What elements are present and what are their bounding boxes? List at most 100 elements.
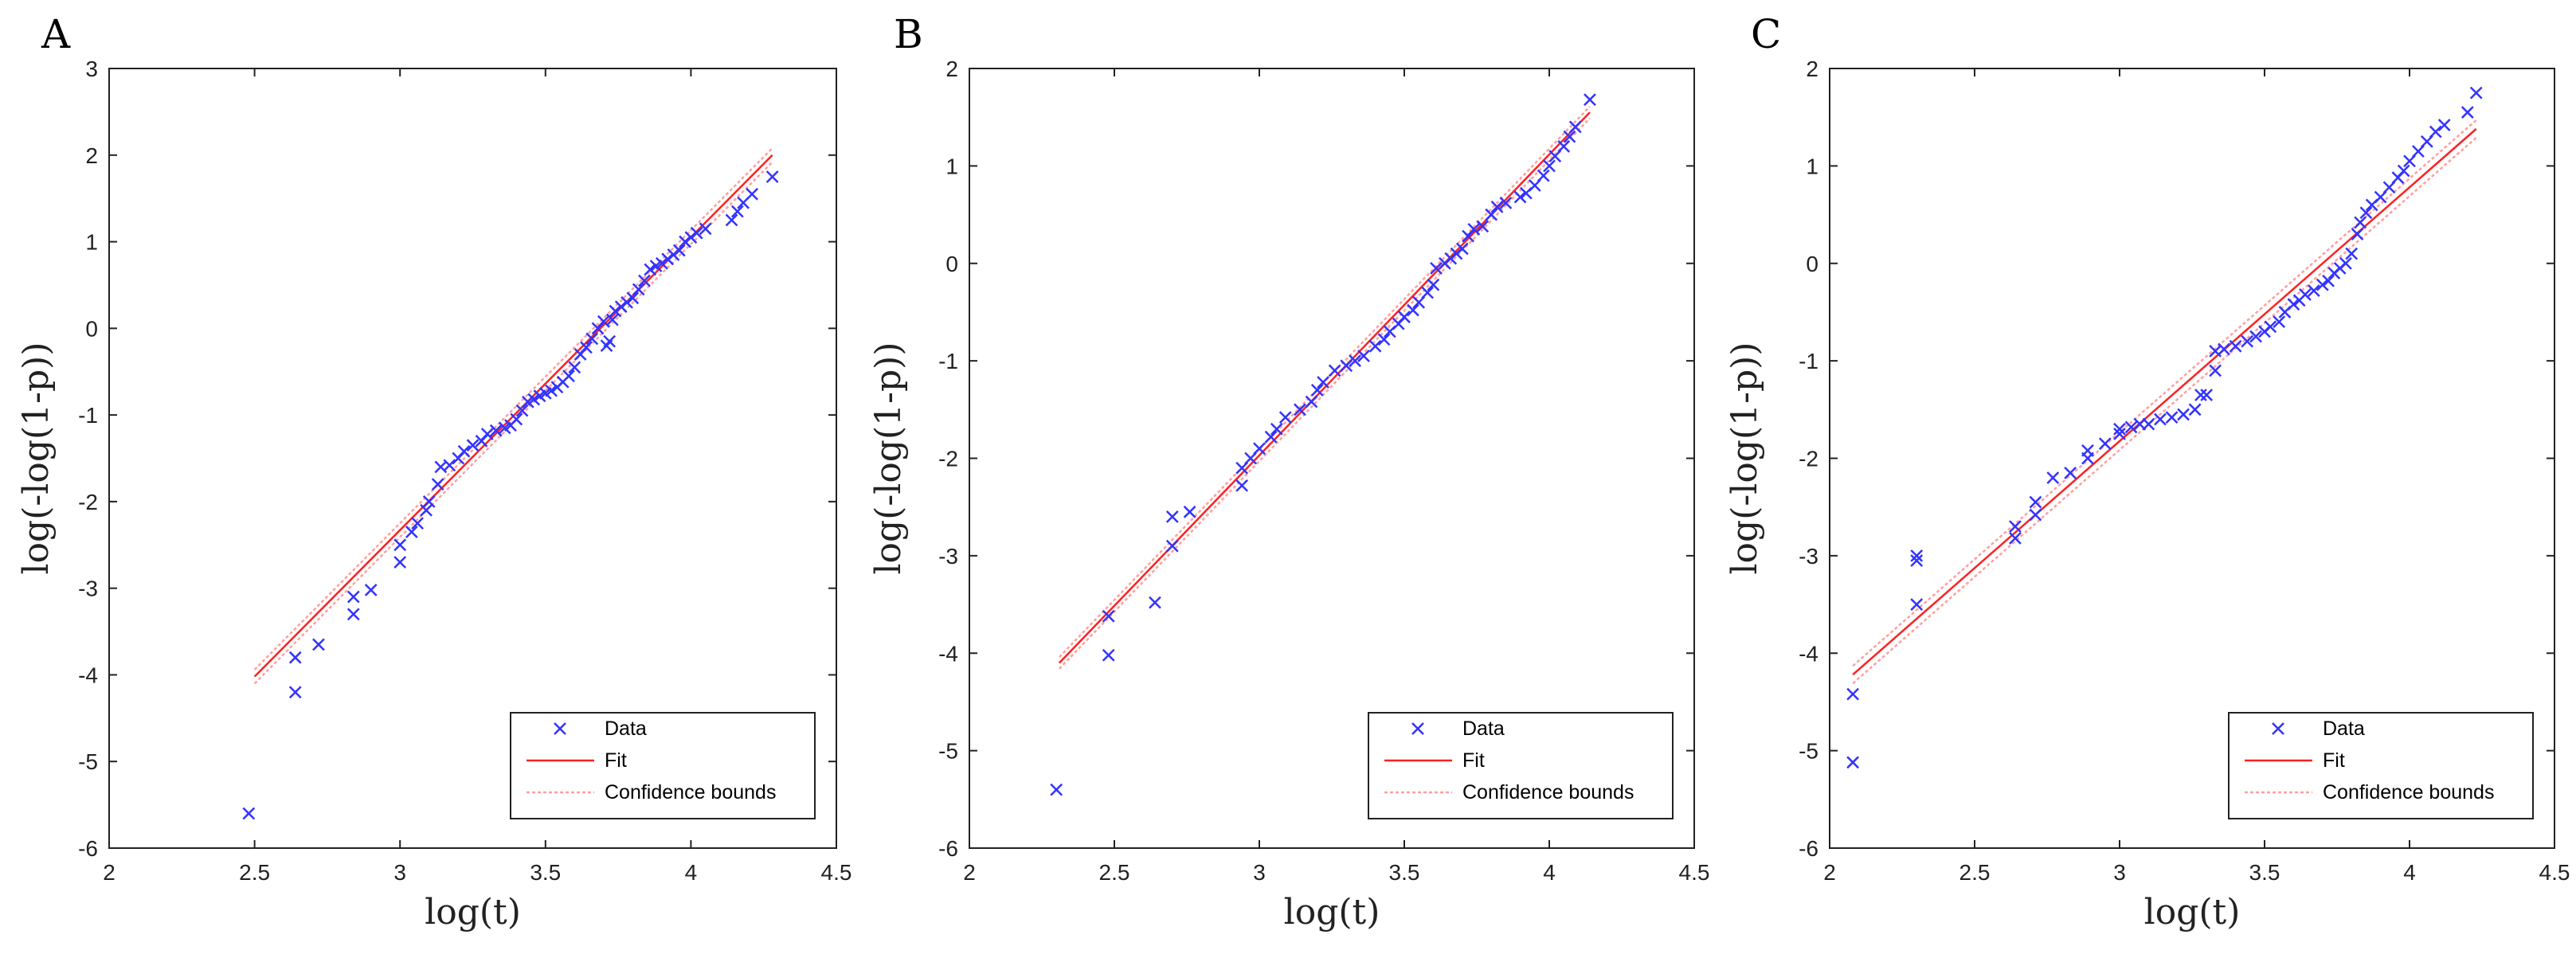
data-point [420, 503, 433, 517]
y-tick-label: 2 [85, 143, 98, 168]
data-point [632, 283, 645, 296]
data-point [1183, 505, 1196, 518]
y-axis-label: log(-log(1-p)) [1725, 342, 1765, 574]
data-point [2229, 339, 2242, 353]
data-point [1357, 350, 1370, 362]
data-point [1427, 278, 1440, 291]
data-point [393, 538, 407, 552]
y-tick-label: -5 [1799, 739, 1818, 764]
data-point [2009, 520, 2022, 534]
x-axis-label: log(t) [1284, 892, 1380, 933]
data-point [364, 583, 378, 596]
y-tick-label: -3 [1799, 544, 1818, 569]
data-point [489, 424, 503, 437]
y-tick-label: -6 [1799, 836, 1818, 861]
data-point [288, 651, 302, 664]
data-point [614, 300, 628, 314]
data-point [2098, 437, 2112, 451]
data-point [457, 444, 471, 458]
y-tick-label: -6 [78, 836, 98, 861]
data-point [1253, 442, 1266, 456]
data-point [2316, 278, 2329, 291]
y-tick-label: -1 [78, 403, 98, 428]
y-tick-label: 1 [945, 154, 958, 178]
panel-letter: B [894, 11, 923, 57]
y-tick-label: -3 [938, 544, 958, 569]
y-tick-label: -2 [938, 447, 958, 471]
data-point [2359, 206, 2373, 219]
data-point [2469, 86, 2483, 100]
legend-data-marker [554, 722, 566, 735]
data-point [480, 428, 494, 440]
legend-label: Confidence bounds [605, 781, 776, 804]
data-point [644, 263, 657, 276]
y-tick-label: -4 [938, 641, 958, 666]
data-point [2113, 422, 2126, 436]
data-point [2029, 508, 2042, 522]
x-tick-label: 4.5 [821, 860, 852, 885]
y-tick-label: 1 [1806, 154, 1818, 178]
data-point [346, 590, 360, 604]
data-point [2218, 342, 2230, 356]
x-tick-label: 2.5 [239, 860, 270, 885]
data-point [2299, 288, 2312, 301]
data-point [667, 248, 680, 261]
y-tick-label: 0 [945, 252, 958, 276]
data-point [1910, 554, 1924, 567]
data-point [2397, 164, 2410, 178]
data-point [2437, 119, 2451, 131]
data-point [443, 459, 456, 472]
data-point [1368, 339, 1382, 353]
y-tick-label: -6 [938, 836, 958, 861]
y-tick-label: 2 [1806, 57, 1818, 81]
x-tick-label: 4.5 [1679, 860, 1710, 885]
data-point [2354, 216, 2367, 229]
data-point [2461, 106, 2474, 119]
legend: Data Fit Confidence bounds [1368, 712, 1674, 819]
legend-label: Confidence bounds [1462, 781, 1634, 804]
data-point [2339, 256, 2352, 270]
data-point [730, 205, 744, 218]
lower-confidence-bound [1852, 136, 2477, 685]
panel-letter: C [1751, 11, 1781, 57]
x-tick-label: 2 [1823, 860, 1836, 885]
data-point [510, 413, 523, 426]
data-point [1467, 223, 1481, 236]
data-point [1149, 596, 1161, 609]
x-tick-label: 3.5 [530, 860, 561, 885]
data-point [1278, 411, 1292, 424]
legend-label: Fit [2323, 749, 2345, 772]
data-point [580, 341, 593, 354]
data-point [1537, 169, 1550, 182]
data-points [242, 170, 779, 820]
data-point [672, 244, 686, 257]
data-point [1499, 196, 1513, 209]
data-point [2264, 320, 2277, 334]
data-point [515, 404, 529, 417]
data-point [2142, 417, 2155, 431]
data-point [568, 361, 581, 374]
data-point [1568, 120, 1582, 134]
data-point [1455, 242, 1469, 256]
data-point [2081, 444, 2094, 457]
data-point [1270, 422, 1283, 436]
data-point [1398, 311, 1411, 323]
data-point [1485, 208, 1498, 221]
panel-b: B2 2.5 3 3.5 4 4.5210-1-2-3-4-5-6log(t)log(-l… [868, 11, 1709, 933]
data-point [1430, 261, 1443, 275]
data-point [2241, 334, 2254, 348]
data-point [2177, 408, 2190, 421]
data-point [603, 334, 617, 348]
y-tick-label: 3 [85, 57, 98, 81]
data-point [1513, 190, 1527, 204]
data-point [679, 235, 691, 248]
data-point [655, 256, 668, 270]
x-tick-label: 4 [685, 860, 698, 885]
y-tick-label: -1 [938, 349, 958, 373]
y-tick-label: 2 [945, 57, 958, 81]
y-tick-label: -1 [1799, 349, 1818, 373]
data-point [1294, 403, 1306, 416]
y-tick-label: -3 [78, 577, 98, 601]
legend-label: Fit [605, 749, 627, 772]
data-points [1050, 93, 1596, 796]
